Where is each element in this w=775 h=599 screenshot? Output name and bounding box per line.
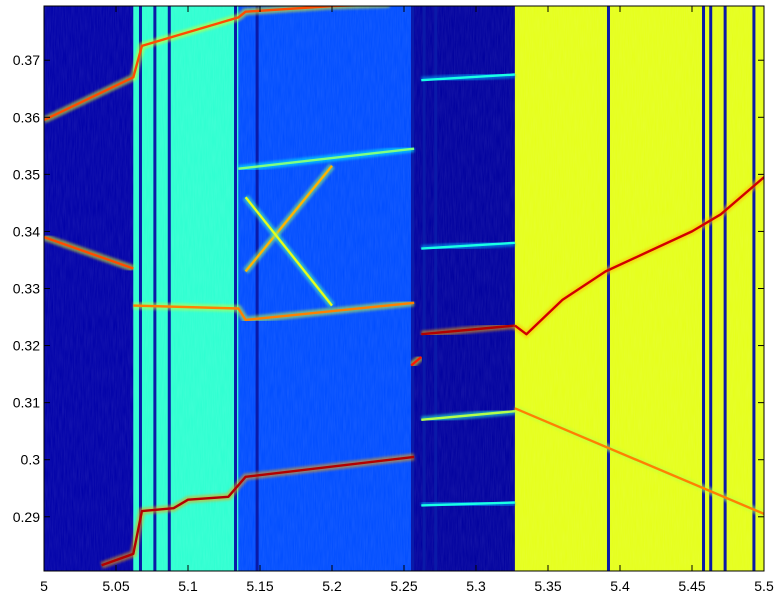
ridge-line — [410, 356, 423, 367]
x-tick-label: 5.15 — [246, 578, 273, 594]
ridge-line — [514, 407, 764, 516]
y-tick-label: 0.31 — [13, 395, 40, 411]
ridge-line — [244, 196, 333, 307]
ridge-line — [421, 241, 515, 250]
ridge-line — [44, 6, 373, 122]
y-tick-label: 0.35 — [13, 166, 40, 182]
y-tick-label: 0.34 — [13, 223, 40, 239]
y-tick-label: 0.37 — [13, 52, 40, 68]
ridge-line — [421, 73, 515, 82]
x-tick-label: 5 — [40, 578, 48, 594]
ridge-line — [421, 410, 516, 421]
x-axis: 5 5.05 5.1 5.15 5.2 5.25 5.3 5.35 5.4 5.45 5.5 — [40, 6, 774, 594]
x-tick-label: 5.5 — [754, 578, 774, 594]
x-tick-label: 5.3 — [466, 578, 486, 594]
x-tick-label: 5.35 — [534, 578, 561, 594]
y-tick-label: 0.36 — [13, 109, 40, 125]
y-tick-label: 0.32 — [13, 338, 40, 354]
y-tick-label: 0.29 — [13, 509, 40, 525]
ridge-line — [44, 235, 134, 270]
x-tick-label: 5.2 — [322, 578, 342, 594]
ridge-line — [421, 501, 515, 507]
ridge-line — [421, 324, 516, 336]
noise-texture — [44, 6, 764, 571]
x-tick-label: 5.25 — [390, 578, 417, 594]
ridge-line — [101, 455, 415, 567]
ridge-line — [133, 301, 415, 322]
y-tick-label: 0.3 — [21, 452, 41, 468]
y-axis: 0.29 0.3 0.31 0.32 0.33 0.34 0.35 0.36 0.37 — [13, 52, 764, 525]
x-tick-label: 5.45 — [678, 578, 705, 594]
x-tick-label: 5.4 — [610, 578, 630, 594]
ridge-line — [244, 165, 333, 273]
x-tick-label: 5.1 — [178, 578, 198, 594]
x-tick-label: 5.05 — [102, 578, 129, 594]
ridge-line — [514, 176, 764, 336]
y-tick-label: 0.33 — [13, 281, 40, 297]
plot-area — [44, 6, 764, 571]
ridge-line — [238, 147, 415, 170]
